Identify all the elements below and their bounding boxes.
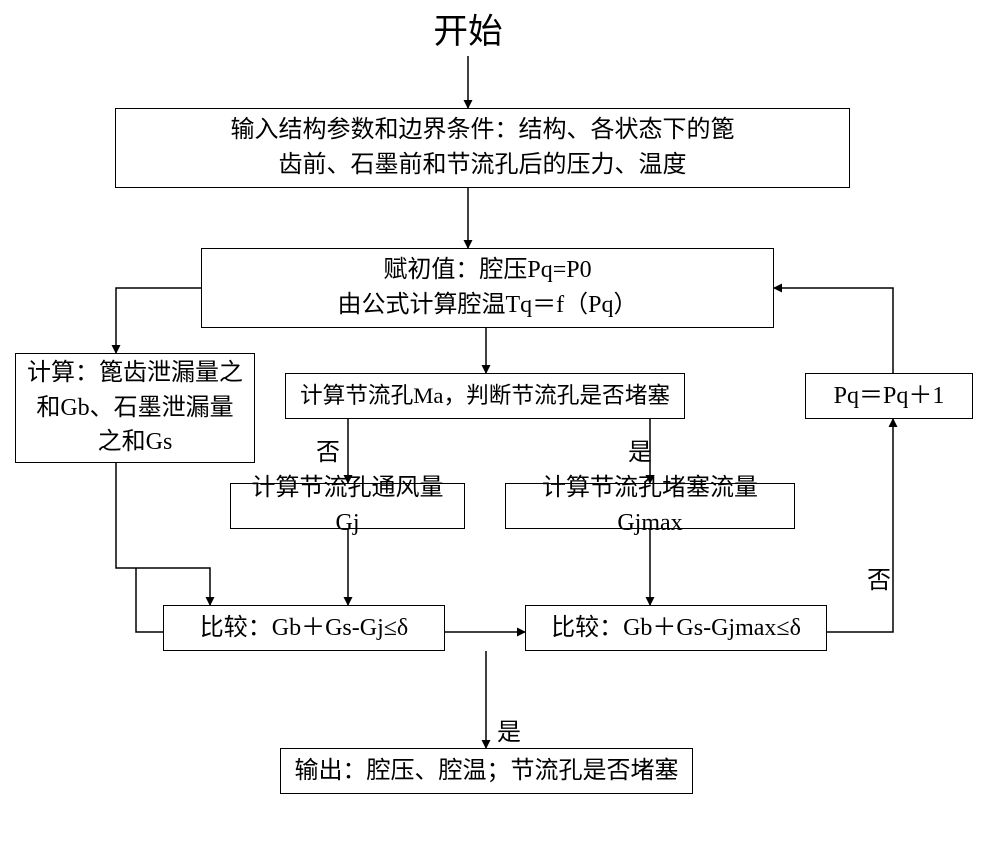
compare1-node: 比较：Gb＋Gs-Gj≤δ	[163, 605, 445, 651]
edge-label-yes2: 是	[497, 712, 521, 747]
input-label: 输入结构参数和边界条件：结构、各状态下的篦 齿前、石墨前和节流孔后的压力、温度	[231, 113, 735, 183]
edge-label-no2: 否	[867, 560, 891, 595]
edge-label-no2-text: 否	[867, 568, 891, 594]
pq-increment-node: Pq＝Pq＋1	[805, 373, 973, 419]
gjmax-label: 计算节流孔堵塞流量Gjmax	[516, 471, 784, 541]
edge-label-yes1: 是	[628, 432, 652, 467]
gb-gs-label: 计算：篦齿泄漏量之 和Gb、石墨泄漏量 之和Gs	[27, 356, 243, 460]
output-node: 输出：腔压、腔温；节流孔是否堵塞	[280, 748, 693, 794]
edge-label-yes2-text: 是	[497, 720, 521, 746]
compare1-label: 比较：Gb＋Gs-Gj≤δ	[200, 611, 408, 646]
output-label: 输出：腔压、腔温；节流孔是否堵塞	[295, 754, 679, 789]
gjmax-node: 计算节流孔堵塞流量Gjmax	[505, 483, 795, 529]
start-node: 开始	[403, 8, 533, 56]
edge-label-no1-text: 否	[316, 440, 340, 466]
init-label: 赋初值：腔压Pq=P0 由公式计算腔温Tq＝f（Pq）	[338, 253, 638, 323]
edge-label-yes1-text: 是	[628, 440, 652, 466]
input-node: 输入结构参数和边界条件：结构、各状态下的篦 齿前、石墨前和节流孔后的压力、温度	[115, 108, 850, 188]
compare2-label: 比较：Gb＋Gs-Gjmax≤δ	[551, 611, 801, 646]
init-node: 赋初值：腔压Pq=P0 由公式计算腔温Tq＝f（Pq）	[201, 248, 774, 328]
compare2-node: 比较：Gb＋Gs-Gjmax≤δ	[525, 605, 827, 651]
gj-node: 计算节流孔通风量Gj	[230, 483, 465, 529]
pq-increment-label: Pq＝Pq＋1	[834, 379, 945, 414]
gb-gs-node: 计算：篦齿泄漏量之 和Gb、石墨泄漏量 之和Gs	[15, 353, 255, 463]
start-label: 开始	[433, 7, 502, 57]
gj-label: 计算节流孔通风量Gj	[241, 471, 454, 541]
edge-label-no1: 否	[316, 432, 340, 467]
flowchart-canvas: 开始 输入结构参数和边界条件：结构、各状态下的篦 齿前、石墨前和节流孔后的压力、…	[0, 0, 1000, 851]
ma-label: 计算节流孔Ma，判断节流孔是否堵塞	[300, 380, 670, 413]
ma-node: 计算节流孔Ma，判断节流孔是否堵塞	[285, 373, 685, 419]
